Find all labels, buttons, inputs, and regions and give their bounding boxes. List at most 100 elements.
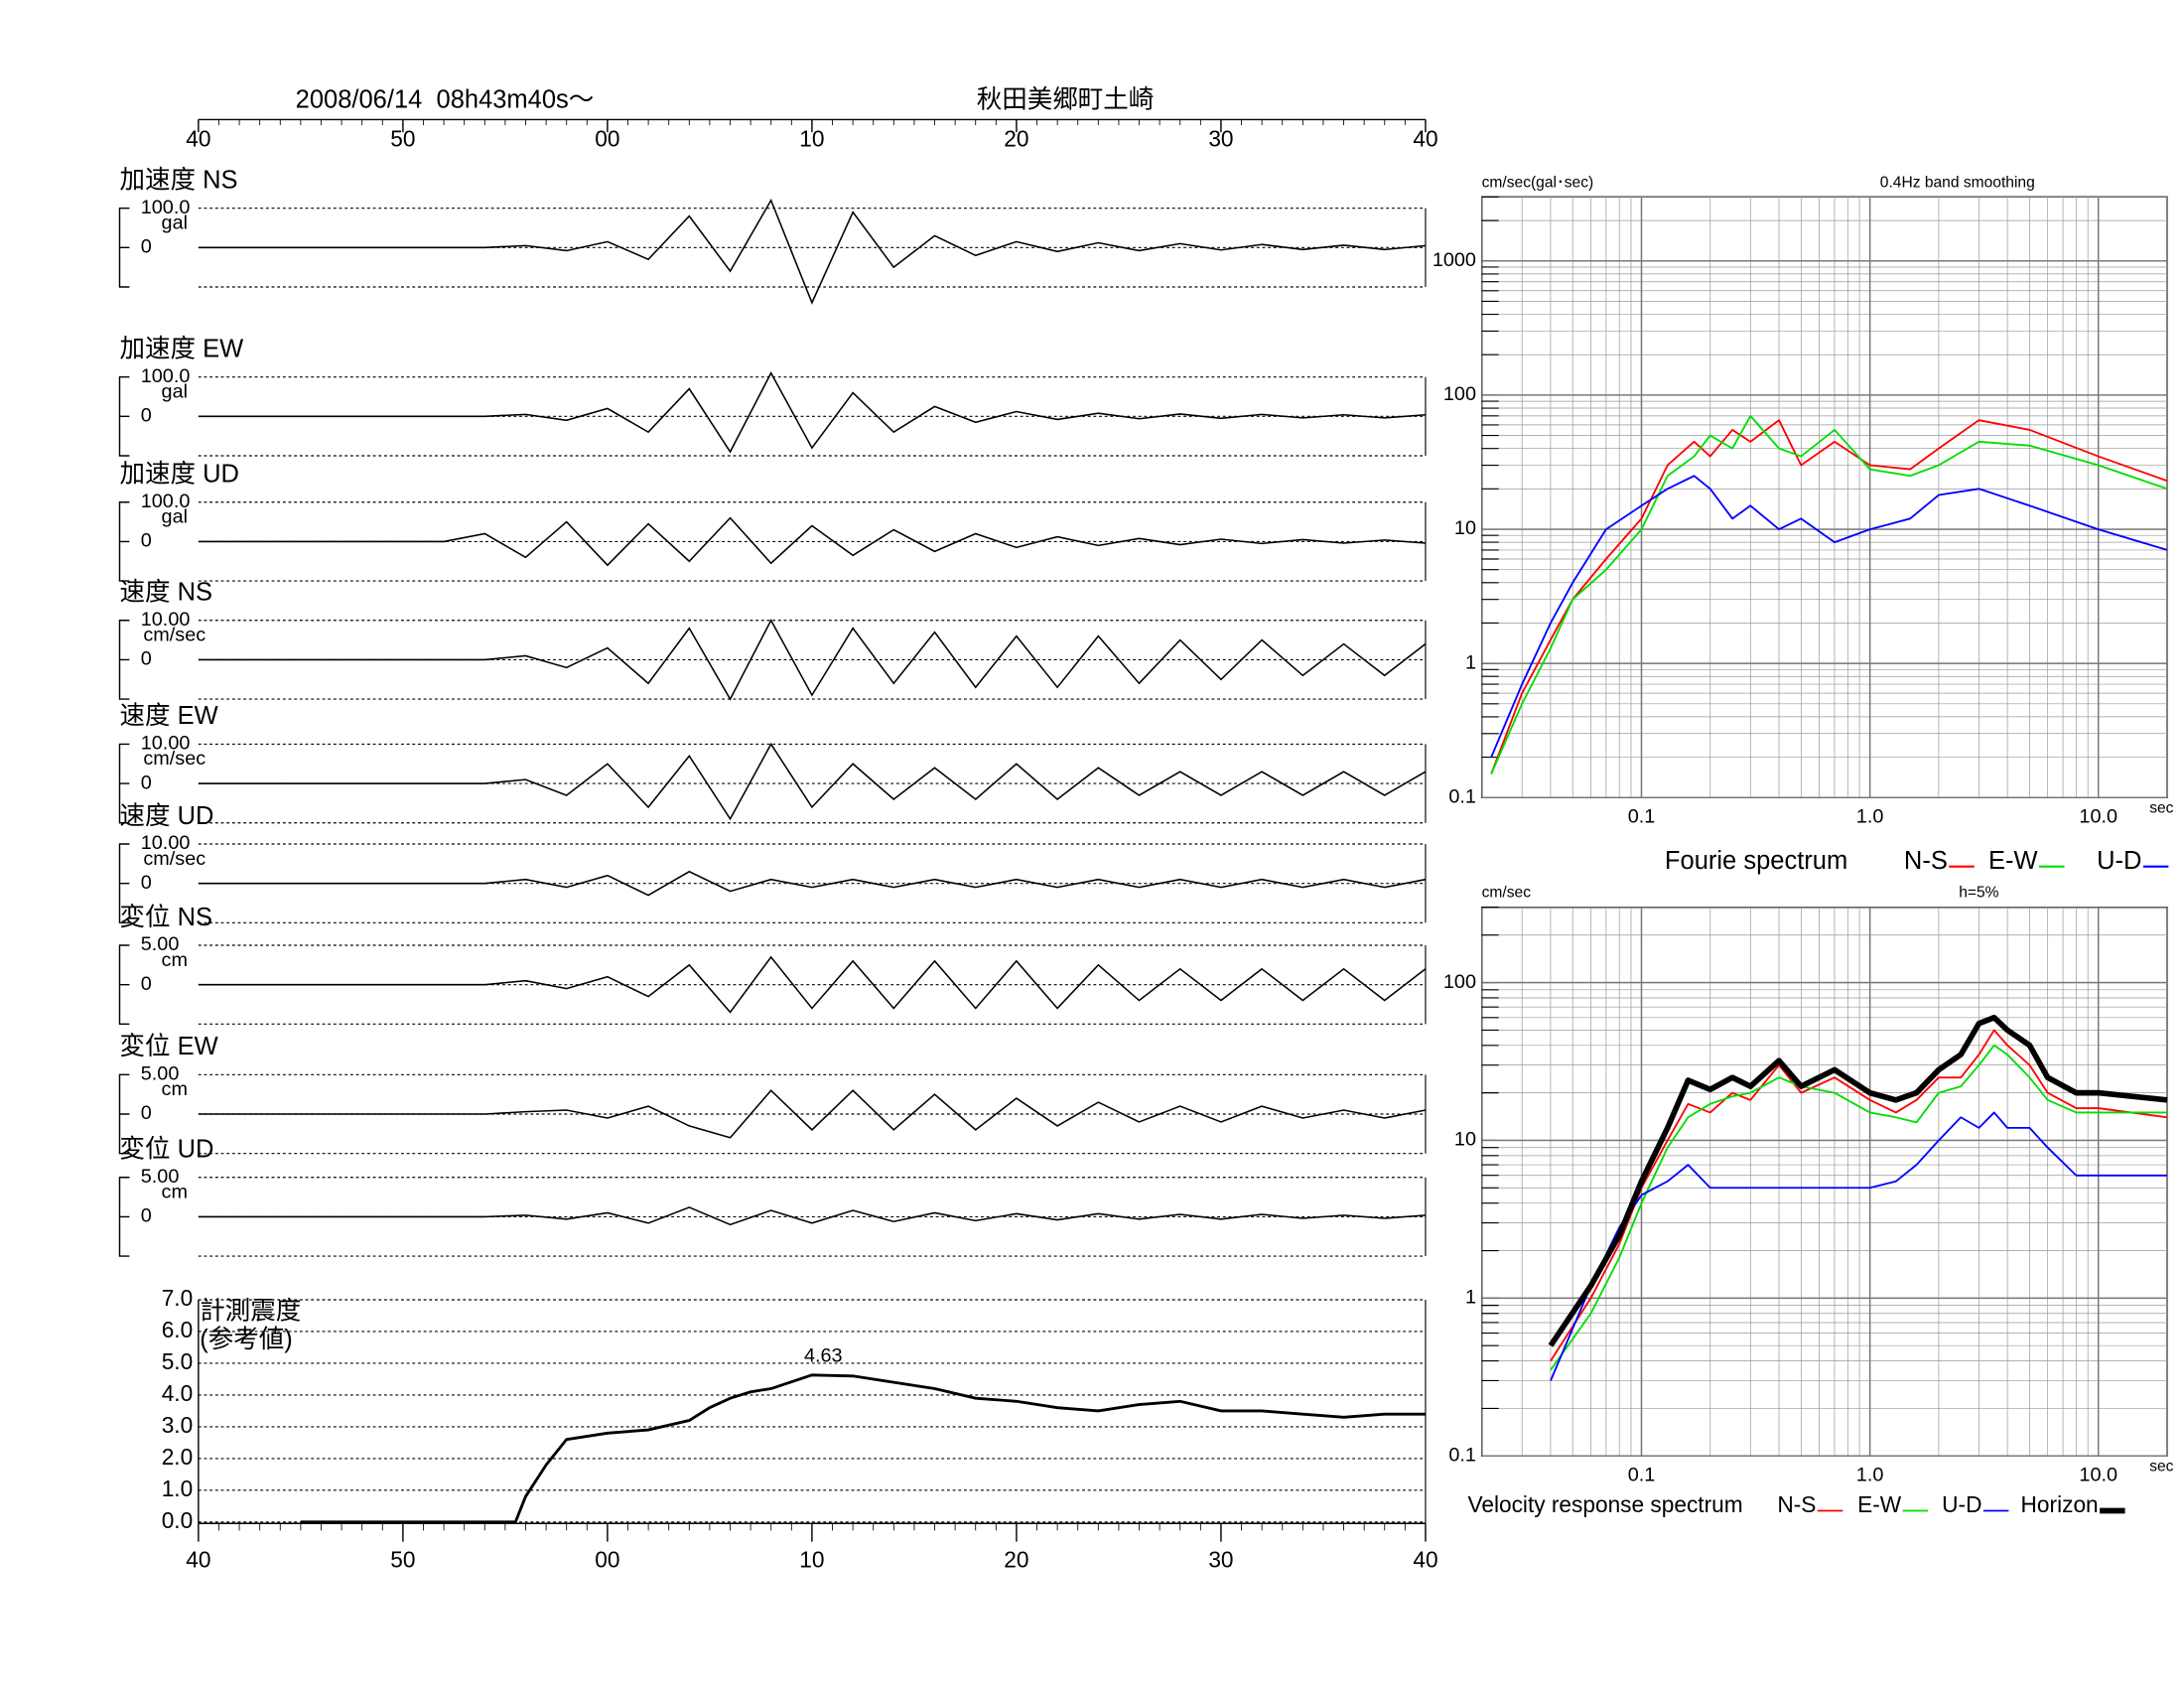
y-tick-label: 0	[141, 872, 152, 894]
x-tick-label: 40	[186, 1546, 210, 1572]
x-tick-label: 00	[595, 1546, 619, 1572]
x-tick-label: 50	[390, 1546, 415, 1572]
y-tick-label: 0	[141, 1205, 152, 1227]
unit-label: cm/sec	[143, 748, 205, 770]
spectrum-line	[1548, 1014, 2168, 1347]
y-tick-label: 0.1	[1448, 785, 1476, 807]
y-tick-label: 7.0	[162, 1285, 194, 1311]
y-tick-label: 0	[141, 772, 152, 793]
y-tick-label: 5.00	[141, 1063, 180, 1085]
y-tick-label: 0	[141, 973, 152, 995]
legend-label: Horizon	[2021, 1491, 2099, 1517]
y-axis-label: 計測震度	[200, 1297, 301, 1325]
scale-bracket	[118, 620, 130, 700]
x-tick-label: 10.0	[2079, 1464, 2117, 1485]
unit-label: cm/sec	[143, 848, 205, 870]
x-tick-label: 30	[1208, 126, 1233, 152]
waveform	[198, 516, 1427, 567]
y-tick-label: 1	[1465, 651, 1476, 673]
x-tick-label: 40	[186, 126, 210, 152]
x-tick-label: 10	[799, 126, 824, 152]
unit-label: cm	[162, 1078, 188, 1100]
scale-bracket	[118, 375, 130, 457]
legend-label: U-D	[1942, 1491, 1981, 1517]
waveform	[198, 870, 1427, 897]
unit-label: gal	[162, 506, 188, 528]
unit-label: cm	[162, 949, 188, 971]
station-name: 秋田美郷町土崎	[977, 86, 1155, 114]
trace-label: 変位 NS	[119, 904, 212, 931]
x-tick-label: 20	[1004, 126, 1028, 152]
x-tick-label: 0.1	[1628, 1464, 1656, 1485]
y-tick-label: 5.00	[141, 933, 180, 955]
trace-label: 速度 EW	[119, 702, 217, 730]
y-tick-label: 100	[1443, 971, 1476, 993]
spectrum-line	[1490, 414, 2168, 774]
y-tick-label: 100.0	[141, 491, 191, 512]
trace-label: 変位 UD	[119, 1136, 213, 1164]
y-tick-label: 0.0	[162, 1507, 194, 1533]
y-tick-label: 10	[1454, 1129, 1476, 1151]
waveform	[198, 619, 1427, 701]
spectrum-line	[1550, 1111, 2167, 1381]
chart-title: Velocity response spectrum	[1467, 1491, 1742, 1517]
waveform	[198, 371, 1427, 454]
x-tick-label: 30	[1208, 1546, 1233, 1572]
y-tick-label: 1	[1465, 1287, 1476, 1309]
y-tick-label: 0.1	[1448, 1444, 1476, 1466]
y-tick-label: 0	[141, 236, 152, 258]
unit-label: cm	[162, 1182, 188, 1203]
x-tick-label: 10	[799, 1546, 824, 1572]
legend-label: E-W	[1857, 1491, 1902, 1517]
scale-bracket	[118, 207, 130, 288]
scale-bracket	[118, 1177, 130, 1257]
x-axis-label: sec	[2149, 1459, 2173, 1476]
unit-label: gal	[162, 380, 188, 402]
scale-bracket	[118, 743, 130, 824]
x-tick-label: 50	[390, 126, 415, 152]
trace-label: 加速度 UD	[119, 461, 238, 489]
x-tick-label: 20	[1004, 1546, 1028, 1572]
spectrum-line	[1490, 419, 2168, 774]
waveform	[198, 955, 1427, 1014]
x-tick-label: 40	[1413, 126, 1437, 152]
y-axis-label: cm/sec(gal･sec)	[1482, 174, 1594, 191]
y-axis-label: cm/sec	[1482, 885, 1532, 902]
legend-label: N-S	[1904, 847, 1948, 875]
legend-label: U-D	[2097, 847, 2141, 875]
y-axis-label-note: (参考値)	[200, 1326, 293, 1353]
x-tick-label: 00	[595, 126, 619, 152]
waveform	[198, 742, 1427, 821]
y-tick-label: 1.0	[162, 1476, 194, 1501]
note: 0.4Hz band smoothing	[1880, 174, 2035, 191]
y-tick-label: 10.00	[141, 609, 191, 631]
scale-bracket	[118, 843, 130, 924]
y-tick-label: 4.0	[162, 1380, 194, 1406]
y-tick-label: 10	[1454, 517, 1476, 539]
y-tick-label: 0	[141, 1102, 152, 1124]
scale-bracket	[118, 1073, 130, 1155]
unit-label: cm/sec	[143, 625, 205, 646]
trace-label: 速度 UD	[119, 802, 213, 830]
spectrum-line	[1550, 1044, 2167, 1371]
y-tick-label: 0	[141, 530, 152, 552]
spectrum-line	[1550, 1029, 2168, 1362]
x-tick-label: 0.1	[1628, 805, 1656, 827]
intensity-line	[300, 1373, 1426, 1524]
y-tick-label: 5.00	[141, 1166, 180, 1188]
y-tick-label: 2.0	[162, 1444, 194, 1470]
y-tick-label: 1000	[1433, 249, 1476, 271]
peak-label: 4.63	[804, 1345, 843, 1367]
record-time: 2008/06/14 08h43m40s〜	[296, 86, 595, 114]
x-tick-label: 1.0	[1856, 805, 1884, 827]
trace-label: 加速度 NS	[119, 166, 237, 194]
y-tick-label: 0	[141, 405, 152, 427]
y-tick-label: 0	[141, 648, 152, 670]
unit-label: gal	[162, 211, 188, 233]
legend-label: N-S	[1777, 1491, 1816, 1517]
x-tick-label: 10.0	[2079, 805, 2117, 827]
spectrum-line	[1490, 475, 2168, 758]
y-tick-label: 5.0	[162, 1348, 194, 1374]
